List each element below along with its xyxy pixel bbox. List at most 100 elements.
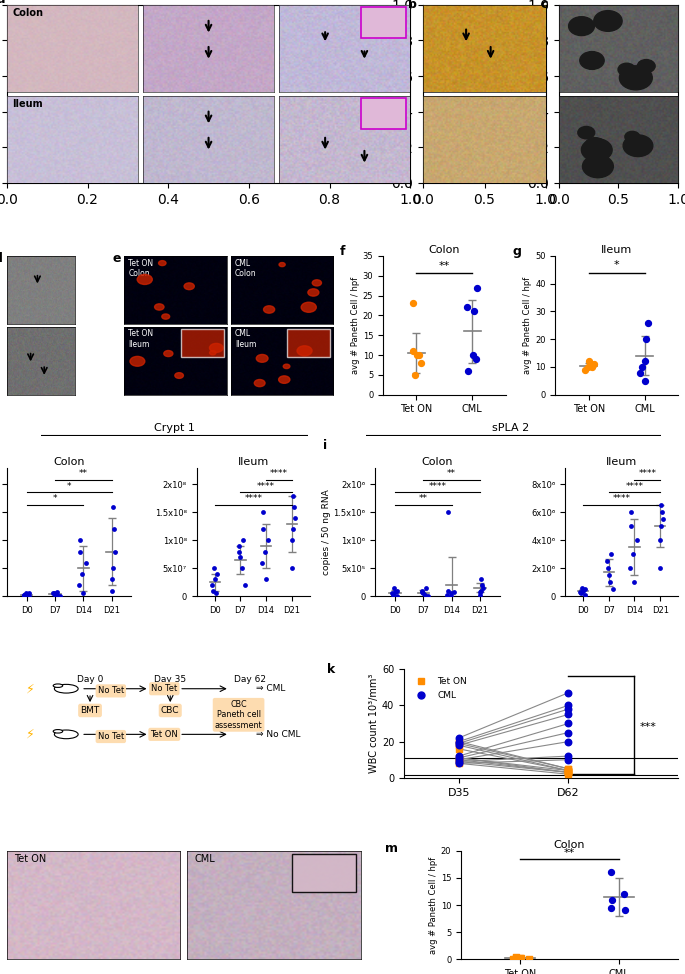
Point <box>75 543 86 559</box>
Point <box>563 763 574 778</box>
Point <box>639 354 650 369</box>
Text: BMT: BMT <box>80 706 99 715</box>
Point <box>290 510 301 526</box>
Text: CML
Ileum: CML Ileum <box>235 329 256 349</box>
Point <box>475 586 486 602</box>
Text: ⚡: ⚡ <box>26 682 35 695</box>
Circle shape <box>164 351 173 356</box>
Point <box>655 560 666 576</box>
Point <box>49 585 60 601</box>
Point <box>420 586 431 602</box>
Circle shape <box>578 127 595 139</box>
Point <box>563 763 574 778</box>
Point <box>606 546 616 562</box>
Circle shape <box>312 280 321 286</box>
Point <box>478 581 489 596</box>
Point <box>260 572 271 587</box>
Point <box>453 756 464 771</box>
Point <box>471 280 482 295</box>
Point <box>523 951 534 966</box>
Y-axis label: WBC count 10³/mm³: WBC count 10³/mm³ <box>369 674 379 773</box>
Text: Colon: Colon <box>12 9 43 19</box>
Circle shape <box>301 302 316 313</box>
Point <box>655 533 666 548</box>
Point <box>580 587 590 603</box>
Circle shape <box>279 376 290 384</box>
Text: m: m <box>385 843 398 855</box>
Y-axis label: avg # Paneth Cell / hpf: avg # Paneth Cell / hpf <box>429 856 438 954</box>
Point <box>637 359 648 375</box>
Point <box>445 585 456 601</box>
Circle shape <box>585 137 606 153</box>
Point <box>207 582 218 598</box>
Text: Tet ON (20X): Tet ON (20X) <box>44 0 101 1</box>
Point <box>258 505 269 520</box>
Text: *: * <box>53 494 57 503</box>
Point <box>453 735 464 751</box>
Text: g: g <box>512 244 521 258</box>
Point <box>288 521 299 537</box>
Circle shape <box>264 306 275 314</box>
Text: b: b <box>408 0 417 11</box>
Text: c: c <box>541 0 548 11</box>
Point <box>392 588 403 604</box>
Point <box>578 582 589 598</box>
Point <box>563 761 574 776</box>
Point <box>563 761 574 776</box>
Text: CML (20X): CML (20X) <box>186 0 232 1</box>
Circle shape <box>582 155 613 177</box>
Text: ****: **** <box>270 469 288 478</box>
Circle shape <box>623 134 653 157</box>
Point <box>54 588 65 604</box>
Point <box>602 560 613 576</box>
Point <box>586 356 597 372</box>
Point <box>635 364 646 380</box>
Point <box>475 582 486 598</box>
Text: ****: **** <box>245 494 262 503</box>
Text: CML (40X): CML (40X) <box>321 0 368 1</box>
Text: k: k <box>327 662 336 676</box>
Point <box>657 505 668 520</box>
Point <box>234 539 245 554</box>
Point <box>423 588 434 604</box>
Text: ****: **** <box>638 469 656 478</box>
FancyBboxPatch shape <box>360 8 406 38</box>
Text: CML: CML <box>195 854 215 864</box>
Text: sPLA 2: sPLA 2 <box>492 424 529 433</box>
Title: Colon: Colon <box>554 840 586 850</box>
Point <box>563 733 574 749</box>
Text: Tet ON
Colon: Tet ON Colon <box>129 259 153 278</box>
Text: No Tet: No Tet <box>98 687 124 695</box>
Point <box>208 560 219 576</box>
Point <box>628 575 639 590</box>
Y-axis label: avg # Paneth Cell / hpf: avg # Paneth Cell / hpf <box>523 277 532 374</box>
Point <box>408 343 419 358</box>
FancyBboxPatch shape <box>287 328 330 357</box>
Point <box>639 373 650 389</box>
Point <box>563 752 574 768</box>
Point <box>641 331 652 347</box>
Point <box>511 950 522 965</box>
Point <box>453 752 464 768</box>
Text: Crypt 1: Crypt 1 <box>154 424 195 433</box>
Point <box>631 533 642 548</box>
Point <box>462 363 473 379</box>
Title: Ileum: Ileum <box>238 457 269 467</box>
Circle shape <box>210 351 216 355</box>
Title: Colon: Colon <box>422 457 453 467</box>
Point <box>390 584 401 600</box>
Point <box>453 756 464 771</box>
Point <box>618 886 629 902</box>
Point <box>580 581 590 597</box>
Point <box>387 585 398 601</box>
FancyBboxPatch shape <box>360 98 406 129</box>
Circle shape <box>283 364 290 368</box>
Text: e: e <box>112 252 121 265</box>
Point <box>443 582 453 598</box>
Point <box>626 518 637 534</box>
Point <box>563 701 574 717</box>
Point <box>579 362 590 378</box>
Point <box>408 296 419 312</box>
Circle shape <box>619 66 652 90</box>
Point <box>445 588 456 604</box>
